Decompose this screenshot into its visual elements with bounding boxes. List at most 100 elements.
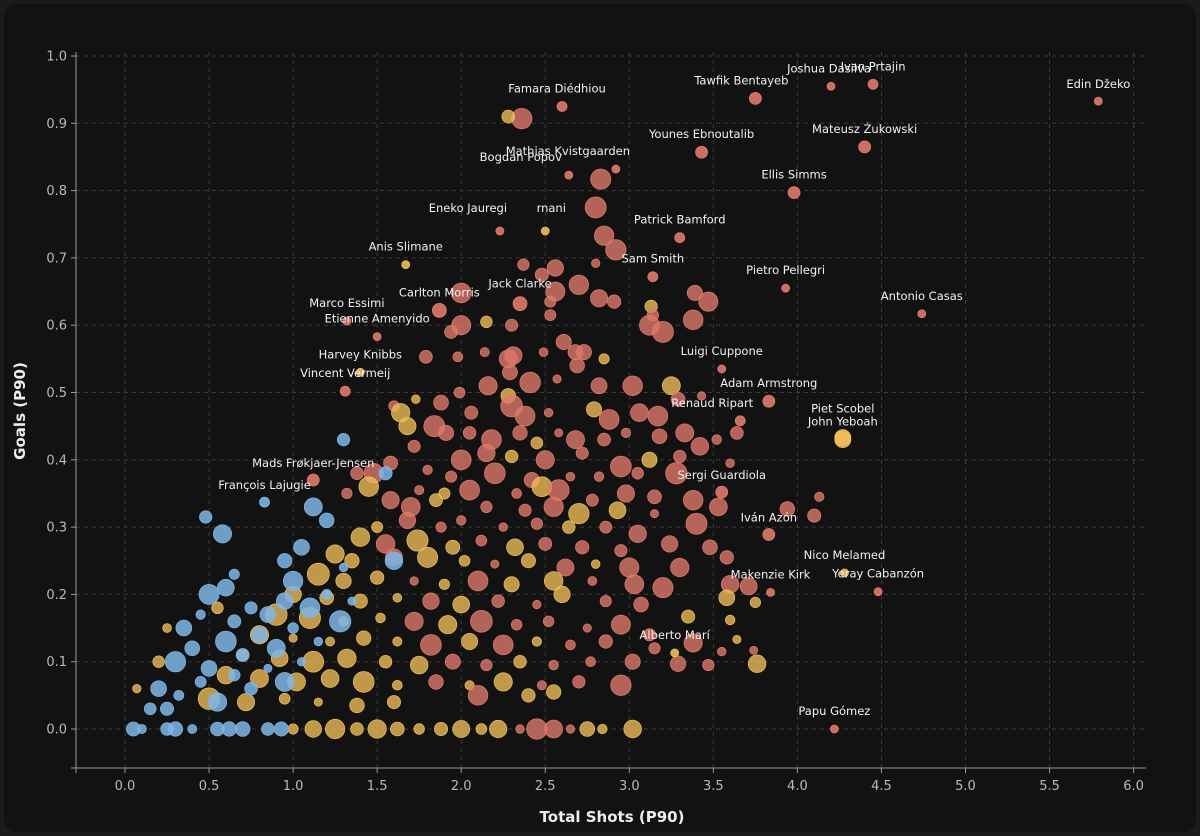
data-point — [445, 470, 458, 483]
data-point — [651, 428, 668, 445]
data-point — [266, 638, 286, 658]
data-point — [164, 651, 187, 673]
data-point — [199, 510, 213, 524]
data-point — [299, 597, 321, 619]
data-point — [504, 449, 519, 464]
x-tick-label: 2.0 — [451, 779, 472, 794]
data-point — [381, 491, 400, 510]
data-point — [673, 449, 687, 464]
point-label: Yeray Cabanzón — [831, 567, 924, 581]
data-point — [568, 503, 590, 525]
data-point — [478, 376, 498, 396]
data-point — [490, 559, 500, 569]
data-point — [212, 524, 232, 544]
x-tick-label: 4.5 — [871, 779, 892, 794]
data-point — [572, 675, 586, 689]
labeled-data-point — [766, 587, 775, 597]
data-point — [329, 610, 352, 633]
data-point — [215, 630, 237, 653]
data-point — [538, 537, 553, 551]
labeled-data-point — [1093, 96, 1103, 106]
labeled-data-point — [762, 394, 776, 408]
data-point — [565, 639, 576, 651]
x-tick-label: 1.0 — [283, 779, 304, 794]
data-point — [530, 517, 543, 530]
data-point — [370, 570, 385, 585]
data-point — [544, 719, 563, 739]
data-point — [429, 493, 443, 508]
point-label: Iván Azón — [741, 511, 797, 525]
data-point — [358, 476, 379, 497]
data-point — [514, 405, 536, 427]
labeled-data-point — [781, 283, 791, 293]
data-point — [175, 619, 193, 637]
data-point — [484, 462, 506, 485]
data-point — [598, 634, 613, 649]
labeled-data-point — [339, 385, 351, 397]
point-label: Bogdan Popov — [480, 150, 562, 164]
data-point — [535, 450, 555, 470]
point-label: Piet Scobel — [811, 402, 874, 416]
data-point — [438, 615, 458, 635]
data-point — [275, 592, 294, 610]
data-point — [628, 524, 647, 543]
data-point — [480, 658, 493, 672]
labeled-data-point — [715, 485, 729, 499]
data-point — [517, 258, 530, 271]
y-tick-label: 0.9 — [46, 117, 67, 132]
data-point — [779, 501, 796, 517]
data-point — [624, 574, 645, 595]
data-point — [409, 576, 419, 586]
data-point — [452, 351, 464, 363]
data-point — [228, 668, 241, 682]
data-point — [250, 669, 269, 688]
data-point — [545, 281, 566, 302]
data-point — [565, 471, 576, 482]
point-label: Mateusz Żukowski — [812, 121, 917, 136]
data-point — [566, 430, 585, 450]
data-point — [599, 595, 612, 608]
data-point — [682, 489, 704, 511]
data-point — [413, 723, 425, 735]
data-point — [162, 623, 172, 633]
data-point — [462, 426, 477, 440]
labeled-data-point — [495, 226, 505, 236]
data-point — [690, 437, 710, 456]
data-point — [150, 680, 167, 697]
data-point — [498, 522, 508, 532]
data-point — [599, 520, 613, 534]
data-point — [392, 679, 403, 691]
labeled-data-point — [401, 260, 411, 270]
data-point — [304, 720, 322, 738]
data-point — [504, 346, 523, 365]
data-point — [404, 611, 424, 631]
data-point — [584, 196, 607, 219]
data-point — [234, 721, 251, 737]
data-point — [585, 401, 602, 418]
labeled-data-point — [873, 587, 883, 597]
point-label: Younes Ebnoutalib — [648, 127, 754, 141]
data-point — [341, 487, 353, 500]
data-point — [287, 723, 299, 735]
y-tick-label: 1.0 — [46, 50, 67, 65]
data-point — [392, 636, 403, 647]
data-point — [506, 538, 524, 557]
data-point — [184, 640, 201, 657]
data-point — [371, 521, 384, 533]
labeled-data-point — [556, 101, 568, 112]
data-point — [647, 489, 662, 505]
data-point — [367, 719, 387, 739]
point-label: Joshua Dasilva — [786, 61, 871, 75]
data-point — [670, 557, 690, 578]
data-point — [711, 434, 722, 445]
data-point — [546, 259, 564, 277]
data-point — [435, 521, 447, 533]
labeled-data-point — [355, 367, 365, 377]
data-point — [287, 622, 299, 634]
data-point — [350, 722, 364, 736]
data-point — [661, 535, 679, 553]
y-tick-label: 0.4 — [46, 453, 67, 468]
data-point — [650, 509, 660, 519]
data-point — [406, 529, 429, 552]
